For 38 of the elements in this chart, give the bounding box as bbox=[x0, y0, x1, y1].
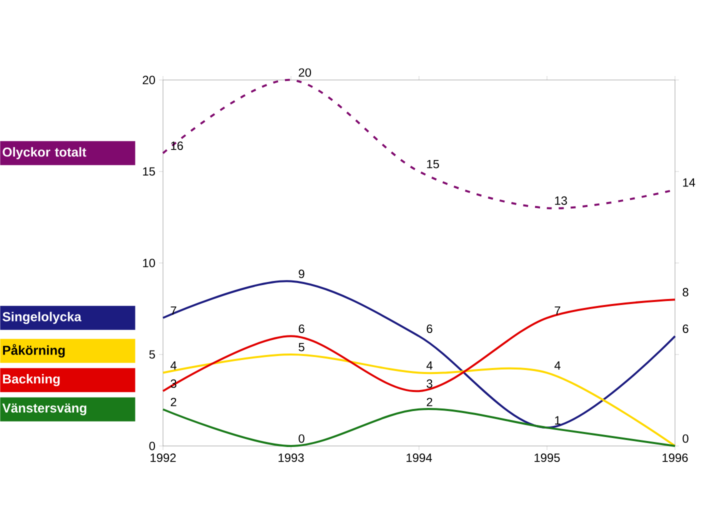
data-label: 16 bbox=[171, 142, 183, 150]
data-label: 2 bbox=[426, 398, 432, 406]
x-tick-label: 1994 bbox=[406, 454, 432, 462]
line-series bbox=[162, 280, 676, 429]
y-tick-label: 0 bbox=[149, 442, 156, 450]
y-tick-label: 15 bbox=[143, 167, 155, 176]
x-tick-label: 1993 bbox=[278, 454, 304, 462]
data-label: 4 bbox=[170, 361, 177, 370]
data-label: 4 bbox=[426, 361, 432, 370]
data-label: 6 bbox=[426, 324, 432, 333]
data-label: 5 bbox=[298, 342, 304, 352]
text: Singelolycka bbox=[2, 312, 82, 324]
text: Påkörning bbox=[3, 344, 65, 358]
data-label: 3 bbox=[426, 379, 432, 388]
text: Backning bbox=[3, 374, 60, 386]
data-label: 0 bbox=[682, 434, 688, 443]
data-label: 2 bbox=[170, 398, 176, 406]
data-label: 1 bbox=[555, 416, 560, 424]
data-label: 15 bbox=[427, 160, 439, 168]
y-tick-label: 5 bbox=[149, 350, 155, 359]
data-label: 8 bbox=[682, 288, 688, 296]
data-label: 4 bbox=[554, 361, 560, 370]
text: Olyckor totalt bbox=[2, 147, 86, 160]
data-label: 0 bbox=[298, 434, 304, 443]
text: Vänstersväng bbox=[2, 404, 86, 416]
data-label: 13 bbox=[555, 196, 567, 205]
x-tick-label: 1992 bbox=[150, 454, 176, 462]
y-tick-label: 10 bbox=[143, 258, 156, 268]
data-label: 14 bbox=[683, 178, 696, 187]
x-tick-label: 1996 bbox=[662, 454, 688, 462]
data-label: 9 bbox=[298, 270, 304, 278]
data-label: 6 bbox=[682, 324, 688, 333]
data-label: 7 bbox=[554, 306, 560, 315]
data-label: 20 bbox=[298, 68, 312, 77]
data-label: 6 bbox=[298, 324, 304, 333]
y-tick-label: 20 bbox=[142, 76, 156, 84]
x-tick-label: 1995 bbox=[534, 454, 560, 462]
line-series bbox=[162, 298, 676, 392]
